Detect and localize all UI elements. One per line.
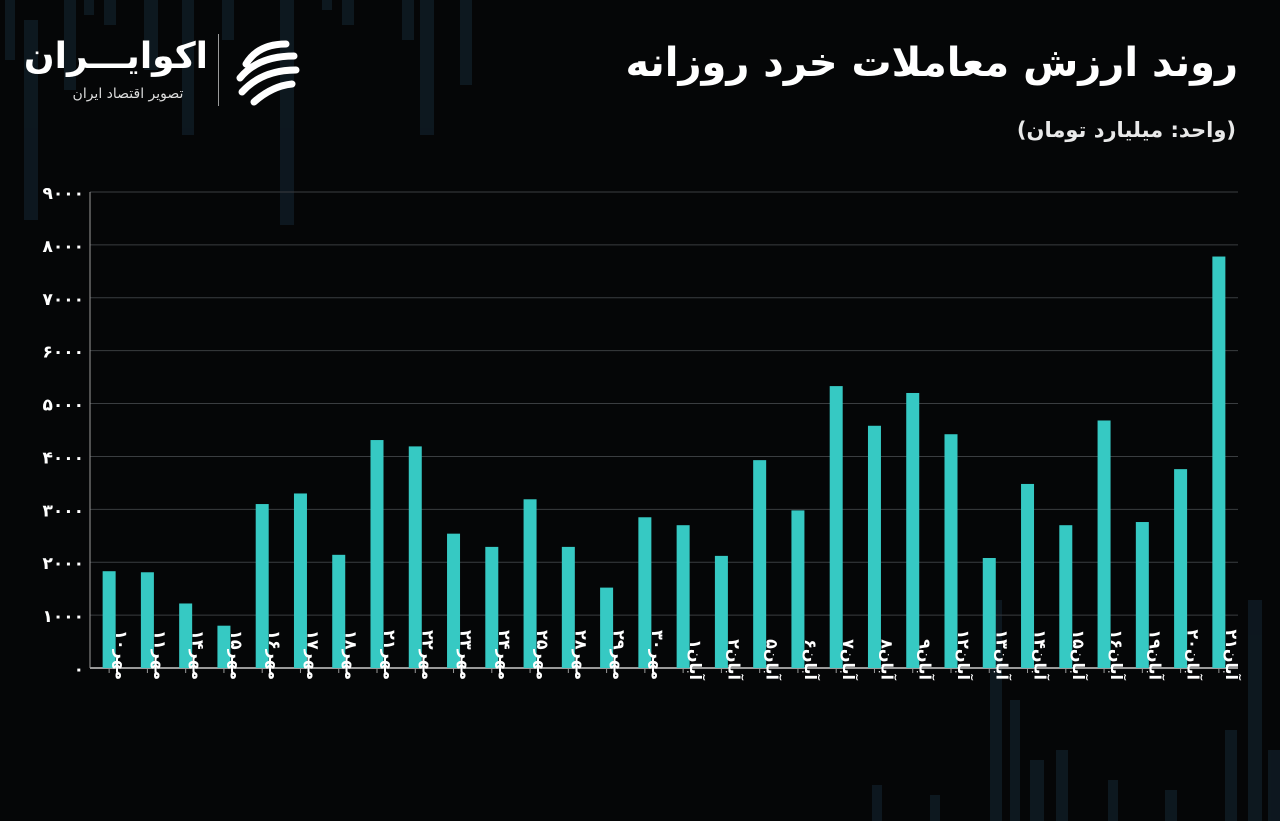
bar-8 bbox=[370, 440, 384, 668]
x-tick-label: آبان۲۱ bbox=[1222, 629, 1242, 680]
y-axis-ticks: ۰ ۱۰۰۰ ۲۰۰۰ ۳۰۰۰ ۴۰۰۰ ۵۰۰۰ ۶۰۰۰ ۷۰۰۰ ۸۰۰۰ ۹۰۰۰ bbox=[42, 184, 84, 680]
y-tick-label: ۷۰۰۰ bbox=[42, 290, 84, 310]
bar-28 bbox=[1135, 522, 1149, 668]
x-tick-label: مهر۱۰ bbox=[112, 630, 131, 680]
x-tick-label: آبان۸ bbox=[877, 639, 897, 680]
bar-29 bbox=[1174, 469, 1188, 668]
x-tick-label: مهر۲۱ bbox=[380, 630, 399, 680]
bar-2 bbox=[140, 572, 154, 668]
bar-23 bbox=[944, 434, 958, 668]
bar-25 bbox=[1021, 483, 1035, 668]
x-tick-label: آبان۱۴ bbox=[1031, 629, 1051, 680]
bar-17 bbox=[714, 555, 728, 668]
y-tick-label: ۸۰۰۰ bbox=[42, 237, 84, 257]
x-tick-label: مهر۲۳ bbox=[457, 630, 476, 680]
x-tick-label: مهر۱۱ bbox=[150, 630, 169, 680]
bar-6 bbox=[293, 493, 307, 668]
bars bbox=[102, 256, 1226, 668]
bar-15 bbox=[638, 517, 652, 668]
grid-layer bbox=[89, 191, 1238, 669]
x-tick-label: آبان۲ bbox=[724, 639, 744, 680]
bar-16 bbox=[676, 525, 690, 668]
bar-27 bbox=[1097, 420, 1111, 668]
x-tick-label: آبان۱۳ bbox=[992, 629, 1012, 680]
y-tick-label: ۹۰۰۰ bbox=[42, 184, 84, 204]
x-tick-label: مهر۲۵ bbox=[533, 630, 552, 680]
logo-tagline: تصویر اقتصاد ایران bbox=[72, 86, 184, 102]
x-tick-label: آبان۱۹ bbox=[1145, 629, 1165, 680]
x-tick-label: مهر۱۵ bbox=[227, 630, 246, 680]
brand-logo[interactable]: اکوایـــران تصویر اقتصاد ایران bbox=[23, 30, 318, 110]
x-tick-label: مهر۳۰ bbox=[648, 630, 667, 680]
x-tick-label: مهر۱۴ bbox=[189, 630, 208, 680]
x-tick-label: آبان۱۶ bbox=[1107, 629, 1127, 680]
x-tick-label: آبان۱۵ bbox=[1069, 629, 1089, 680]
bar-1 bbox=[102, 571, 116, 668]
x-tick-label: آبان۱ bbox=[686, 639, 706, 680]
chart-title: روند ارزش معاملات خرد روزانه bbox=[625, 40, 1238, 86]
bar-9 bbox=[408, 446, 422, 668]
x-tick-label: مهر۲۲ bbox=[418, 630, 437, 680]
y-tick-label: ۵۰۰۰ bbox=[42, 396, 84, 416]
y-tick-label: ۰ bbox=[74, 660, 84, 680]
bar-26 bbox=[1059, 525, 1073, 668]
x-tick-label: آبان۶ bbox=[801, 639, 821, 680]
x-tick-label: آبان۱۲ bbox=[954, 629, 974, 680]
bar-30 bbox=[1212, 256, 1226, 668]
y-tick-label: ۴۰۰۰ bbox=[42, 448, 84, 468]
bar-22 bbox=[906, 392, 920, 668]
bar-10 bbox=[447, 533, 461, 668]
bar-3 bbox=[179, 603, 193, 668]
x-tick-label: مهر۲۹ bbox=[610, 630, 629, 680]
logo-divider bbox=[218, 34, 219, 106]
x-tick-label: آبان۷ bbox=[839, 639, 859, 680]
x-tick-label: مهر۲۴ bbox=[495, 630, 514, 680]
logo-name: اکوایـــران bbox=[23, 36, 208, 77]
bar-24 bbox=[982, 557, 996, 668]
x-tick-label: مهر۱۷ bbox=[303, 630, 322, 680]
bar-21 bbox=[867, 425, 881, 668]
x-tick-label: آبان۲۰ bbox=[1184, 629, 1204, 680]
bar-18 bbox=[753, 460, 767, 668]
bar-19 bbox=[791, 510, 805, 668]
bar-7 bbox=[332, 554, 346, 668]
bar-13 bbox=[561, 546, 575, 668]
bar-14 bbox=[600, 587, 614, 668]
x-tick-label: آبان۹ bbox=[916, 639, 936, 680]
y-tick-label: ۲۰۰۰ bbox=[42, 554, 84, 574]
chart-unit-label: (واحد: میلیارد تومان) bbox=[1016, 118, 1236, 142]
bar-12 bbox=[523, 499, 537, 668]
bar-5 bbox=[255, 504, 269, 668]
x-tick-label: مهر۱۸ bbox=[342, 630, 361, 680]
x-tick-label: مهر۲۸ bbox=[571, 630, 590, 680]
x-tick-label: آبان۵ bbox=[763, 639, 783, 680]
y-tick-label: ۳۰۰۰ bbox=[42, 501, 84, 521]
y-tick-label: ۱۰۰۰ bbox=[42, 607, 84, 627]
x-tick-label: مهر۱۶ bbox=[265, 630, 284, 680]
x-axis-ticks: مهر۱۰ مهر۱۱ مهر۱۴ مهر۱۵ مهر۱۶ مهر۱۷ مهر۱۸ مهر۲۱… bbox=[108, 629, 1242, 681]
y-tick-label: ۶۰۰۰ bbox=[42, 343, 84, 363]
bar-20 bbox=[829, 386, 843, 668]
ekoiran-swirl-icon bbox=[236, 40, 300, 106]
bar-11 bbox=[485, 546, 499, 668]
bar-4 bbox=[217, 625, 231, 668]
